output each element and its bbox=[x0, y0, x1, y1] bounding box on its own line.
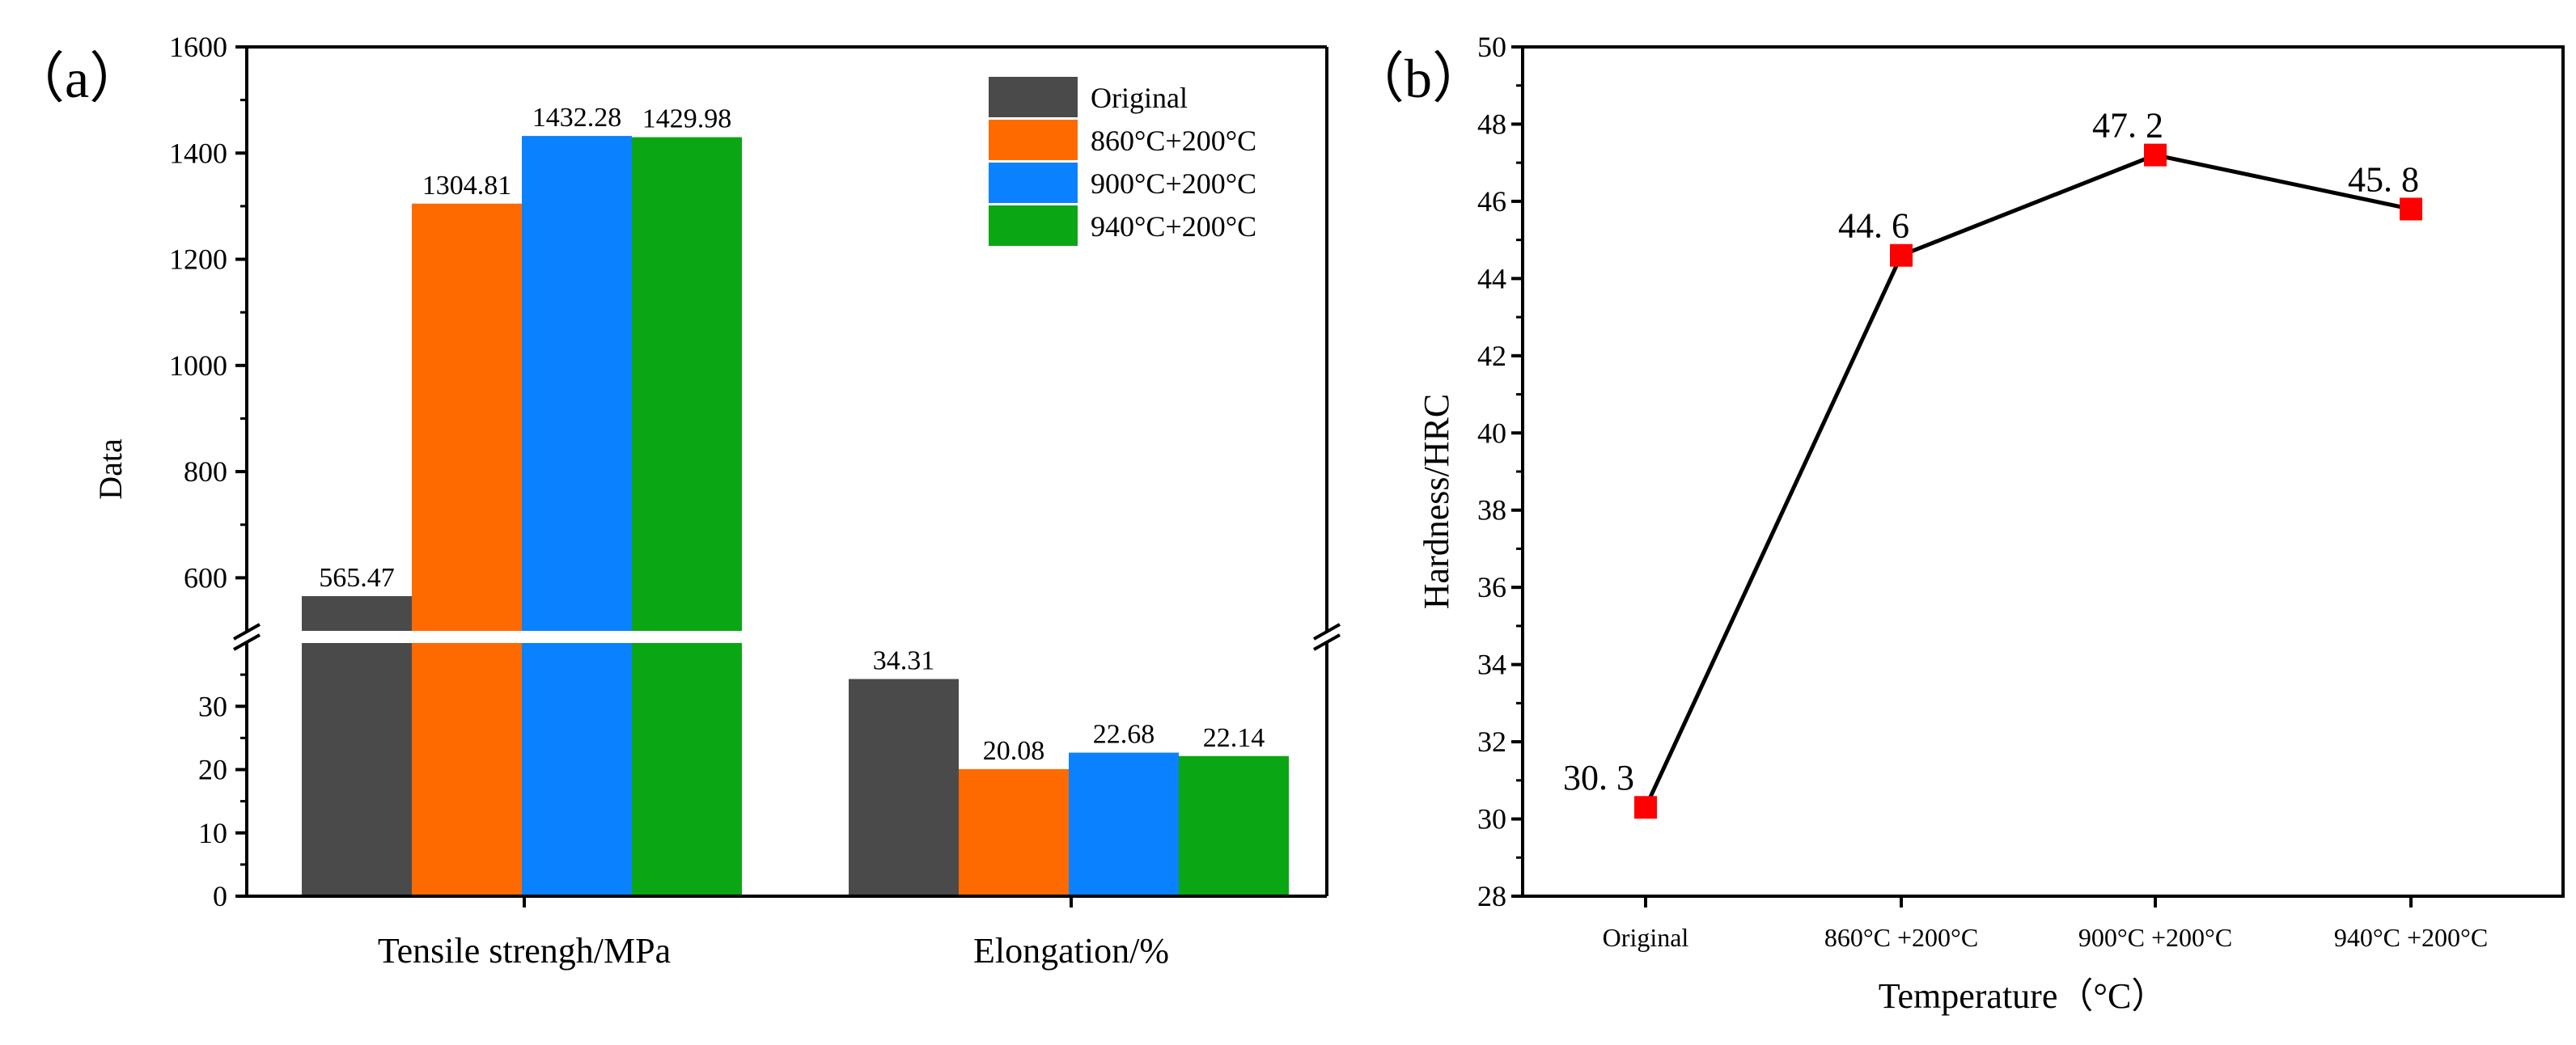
hardness-series-line bbox=[1643, 153, 2412, 809]
y-tick-label-b-38: 38 bbox=[1477, 494, 1506, 527]
x-tick-label-b-0: Original bbox=[1603, 923, 1689, 952]
bar-tensile-original-lower bbox=[302, 643, 412, 896]
y-tick-label-a-low-0: 0 bbox=[213, 880, 227, 912]
y-tick-label-a-1600: 1600 bbox=[169, 31, 227, 63]
y-axis-title-b: Hardness/HRC bbox=[1417, 394, 1456, 609]
axis-break-mark-1-2 bbox=[1313, 633, 1341, 651]
y-tick-label-b-32: 32 bbox=[1477, 726, 1506, 758]
hardness-point-2 bbox=[2144, 143, 2167, 167]
axis-break-mark-0-2 bbox=[233, 633, 261, 651]
data-label-elongation-860c: 20.08 bbox=[983, 736, 1045, 766]
data-label-tensile-940c: 1429.98 bbox=[642, 104, 732, 134]
legend-label-860c: 860°C+200°C bbox=[1091, 125, 1256, 157]
y-tick-label-b-48: 48 bbox=[1477, 108, 1506, 140]
axis-break-mark-1-1 bbox=[1313, 623, 1341, 641]
axes-b: 28 30 32 34 36 38 40 42 44 46 48 50 Original 860°C +2… bbox=[1477, 31, 2565, 952]
legend-label-original: Original bbox=[1091, 82, 1188, 114]
data-label-tensile-900c: 1432.28 bbox=[532, 103, 622, 133]
x-axis-title-b: Temperature（°C） bbox=[1879, 976, 2167, 1016]
y-tick-label-a-low-30: 30 bbox=[198, 690, 227, 722]
bar-tensile-900c-lower bbox=[522, 643, 632, 896]
data-label-elongation-900c: 22.68 bbox=[1093, 720, 1155, 750]
y-tick-label-a-low-20: 20 bbox=[198, 754, 227, 786]
y-tick-label-b-28: 28 bbox=[1477, 880, 1506, 912]
legend-swatch-860c bbox=[989, 120, 1078, 160]
bar-tensile-900c-upper bbox=[522, 136, 632, 631]
bar-elongation-860c bbox=[959, 768, 1069, 896]
x-tick-label-b-3: 940°C +200°C bbox=[2334, 923, 2488, 952]
bar-elongation-900c bbox=[1069, 752, 1179, 896]
panel-b-label: （b） bbox=[1349, 48, 1487, 109]
axis-break-mark-0-1 bbox=[233, 623, 261, 641]
data-label-tensile-860c: 1304.81 bbox=[422, 171, 512, 201]
x-category-label-tensile: Tensile strengh/MPa bbox=[378, 931, 671, 971]
y-tick-label-b-40: 40 bbox=[1477, 417, 1506, 449]
bar-elongation-940c bbox=[1179, 755, 1289, 896]
legend-label-940c: 940°C+200°C bbox=[1091, 210, 1256, 243]
y-tick-label-b-44: 44 bbox=[1477, 262, 1506, 294]
hardness-data-label-1: 44. 6 bbox=[1838, 206, 1909, 246]
hardness-point-3 bbox=[2400, 197, 2422, 221]
axes-a: 600 800 1000 1200 1400 1600 0 10 20 30 bbox=[169, 31, 1341, 912]
hardness-line-chart: Hardness/HRC Temperature（°C） 28 30 32 34 36 3… bbox=[1417, 31, 2565, 1016]
bar-tensile-940c-lower bbox=[632, 643, 742, 896]
y-tick-label-b-42: 42 bbox=[1477, 340, 1506, 372]
y-tick-label-a-600: 600 bbox=[184, 561, 227, 594]
y-tick-label-a-1400: 1400 bbox=[169, 137, 227, 169]
y-tick-label-a-low-10: 10 bbox=[198, 817, 227, 849]
bar-tensile-original-upper bbox=[302, 596, 412, 631]
legend-swatch-900c bbox=[989, 163, 1078, 203]
y-axis-title-a: Data bbox=[92, 438, 129, 500]
y-tick-label-b-36: 36 bbox=[1477, 571, 1506, 603]
bars-a: 565.47 34.31 1304.81 20.08 1432.28 22.68 1429.… bbox=[302, 103, 1289, 896]
y-tick-label-a-1000: 1000 bbox=[169, 349, 227, 382]
x-tick-label-b-1: 860°C +200°C bbox=[1824, 923, 1978, 952]
hardness-data-label-2: 47. 2 bbox=[2092, 106, 2163, 146]
tensile-elongation-bar-chart: Data Tensile strengh/MPa Elongation/% 56… bbox=[92, 31, 1341, 971]
hardness-data-label-0: 30. 3 bbox=[1563, 758, 1634, 798]
hardness-point-1 bbox=[1890, 243, 1913, 267]
y-tick-label-b-34: 34 bbox=[1477, 649, 1506, 681]
data-label-elongation-original: 34.31 bbox=[873, 646, 935, 676]
hardness-point-0 bbox=[1634, 796, 1657, 819]
legend-a: Original 860°C+200°C 900°C+200°C 940°C+200°… bbox=[989, 77, 1256, 246]
data-label-tensile-original: 565.47 bbox=[319, 563, 395, 593]
bar-tensile-940c-upper bbox=[632, 137, 742, 631]
bar-elongation-original bbox=[849, 679, 959, 896]
y-tick-label-b-50: 50 bbox=[1477, 31, 1506, 63]
legend-label-900c: 900°C+200°C bbox=[1091, 167, 1256, 200]
y-tick-label-a-1200: 1200 bbox=[169, 243, 227, 276]
legend-swatch-940c bbox=[989, 205, 1078, 246]
legend-swatch-original bbox=[989, 77, 1078, 117]
y-tick-label-b-46: 46 bbox=[1477, 185, 1506, 218]
bar-tensile-860c-lower bbox=[412, 643, 522, 896]
data-label-elongation-940c: 22.14 bbox=[1203, 723, 1265, 753]
panel-a-label: （a） bbox=[10, 48, 144, 109]
y-tick-label-a-800: 800 bbox=[184, 455, 227, 488]
bar-tensile-860c-upper bbox=[412, 203, 522, 632]
hardness-data-label-3: 45. 8 bbox=[2348, 159, 2419, 199]
x-category-label-elongation: Elongation/% bbox=[973, 931, 1169, 971]
plot-b: 30. 3 44. 6 47. 2 45. 8 bbox=[1563, 106, 2422, 819]
y-tick-label-b-30: 30 bbox=[1477, 803, 1506, 836]
x-tick-label-b-2: 900°C +200°C bbox=[2078, 923, 2232, 952]
